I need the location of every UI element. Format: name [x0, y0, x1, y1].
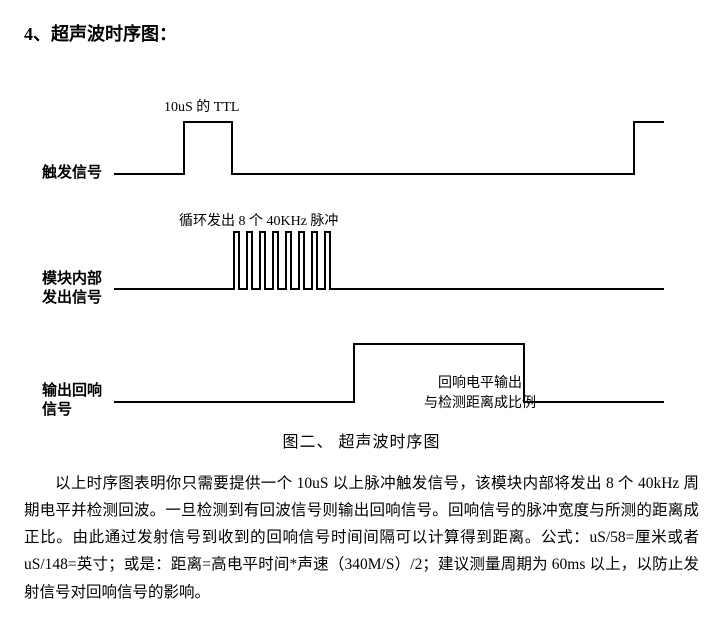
- timing-diagram: 触发信号 模块内部 发出信号 输出回响 信号 10uS 的 TTL 循环发出 8…: [24, 64, 684, 424]
- annotation-ttl: 10uS 的 TTL: [164, 96, 239, 116]
- label-module-line1: 模块内部: [42, 271, 102, 287]
- annotation-echo-note: 回响电平输出 与检测距离成比例: [424, 372, 536, 412]
- figure-caption: 图二、 超声波时序图: [24, 428, 699, 452]
- section-heading: 4、超声波时序图：: [24, 20, 699, 46]
- annotation-echo-line1: 回响电平输出: [438, 376, 522, 391]
- label-trigger: 触发信号: [42, 164, 102, 183]
- timing-svg: [24, 64, 684, 424]
- label-echo-line1: 输出回响: [42, 383, 102, 399]
- label-echo: 输出回响 信号: [42, 382, 102, 420]
- annotation-echo-line2: 与检测距离成比例: [424, 396, 536, 411]
- annotation-burst: 循环发出 8 个 40KHz 脉冲: [179, 210, 338, 230]
- label-module-line2: 发出信号: [42, 290, 102, 306]
- label-module: 模块内部 发出信号: [42, 270, 102, 308]
- description-paragraph: 以上时序图表明你只需要提供一个 10uS 以上脉冲触发信号，该模块内部将发出 8…: [24, 470, 699, 606]
- label-echo-line2: 信号: [42, 402, 72, 418]
